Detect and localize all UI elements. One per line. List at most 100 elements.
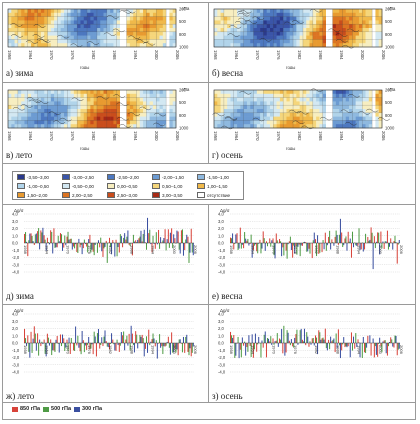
heatmap-cell: [21, 109, 25, 114]
heatmap-cell: [103, 97, 108, 102]
heatmap-cell: [50, 97, 55, 102]
heatmap-contour: [25, 40, 39, 44]
heatmap-cell: [352, 31, 356, 36]
heatmap-cell: [34, 109, 38, 114]
heatmap-cell: [47, 93, 52, 98]
heatmap-cell: [34, 39, 38, 44]
heatmap-cell: [279, 35, 284, 40]
heatmap-cell: [270, 105, 274, 110]
heatmap-cell: [40, 120, 45, 125]
heatmap-cell: [47, 16, 52, 21]
heatmap-cell: [237, 9, 241, 14]
bar: [383, 340, 385, 343]
heatmap-cell: [306, 97, 310, 102]
heatmap-cell: [14, 112, 19, 117]
heatmap-cell: [240, 101, 244, 106]
bar: [232, 233, 234, 243]
heatmap-cell: [70, 90, 75, 95]
bar: [78, 343, 80, 348]
heatmap-cell: [60, 43, 65, 48]
bar: [393, 343, 395, 348]
bar: [45, 343, 47, 357]
heatmap-cell: [73, 112, 78, 117]
heatmap-cell: [250, 28, 254, 33]
heatmap-cell: [133, 12, 137, 17]
heatmap-cell: [266, 97, 271, 102]
legend-swatch: [197, 174, 205, 180]
heatmap-cell: [355, 31, 360, 36]
heatmap-cell: [365, 97, 370, 102]
bar: [353, 336, 355, 343]
bar: [171, 228, 173, 243]
heatmap-cell: [378, 116, 383, 121]
heatmap-cell: [260, 20, 264, 25]
bar: [250, 343, 252, 357]
heatmap-cell: [260, 97, 264, 102]
heatmap-cell: [227, 24, 231, 29]
heatmap-cell: [77, 93, 81, 98]
heatmap-cell: [8, 16, 12, 21]
heatmap-cell: [283, 112, 287, 117]
heatmap-cell: [220, 24, 225, 29]
heatmap-cell: [362, 35, 366, 40]
heatmap-contour: [28, 99, 42, 104]
heatmap-cell: [365, 12, 370, 17]
heatmap-cell: [47, 101, 52, 106]
heatmap-cell: [116, 43, 121, 48]
bar: [311, 338, 313, 343]
heatmap-cell: [276, 109, 281, 114]
bar-y-tick: 3,0: [218, 219, 224, 224]
heatmap-cell: [260, 39, 264, 44]
heatmap-cell: [365, 20, 370, 25]
heatmap-cell: [299, 20, 304, 25]
bar: [167, 229, 169, 243]
bar: [97, 328, 99, 343]
heatmap-cell: [172, 35, 177, 40]
heatmap-cell: [355, 28, 360, 33]
heatmap-cell: [260, 124, 264, 129]
heatmap-cell: [100, 20, 104, 25]
bar: [41, 341, 43, 343]
bar: [153, 338, 155, 343]
heatmap-cell: [296, 109, 300, 114]
bar: [279, 338, 281, 343]
heatmap-cell: [64, 93, 68, 98]
heatmap-cell: [368, 124, 373, 129]
heatmap-cell: [133, 93, 137, 98]
heatmap-cell: [345, 12, 350, 17]
heatmap-cell: [273, 20, 277, 25]
heatmap-cell: [156, 93, 160, 98]
heatmap-x-tick: 1958: [7, 50, 12, 60]
heatmap-cell: [143, 28, 147, 33]
heatmap-cell: [57, 120, 62, 125]
bar: [96, 333, 98, 343]
heatmap-cell: [283, 101, 287, 106]
heatmap-cell: [44, 43, 48, 48]
bar-x-tick: 1982: [108, 345, 113, 355]
bar: [311, 243, 313, 259]
heatmap-x-title: годы: [80, 146, 89, 150]
heatmap-cell: [57, 9, 62, 14]
heatmap-cell: [106, 124, 111, 129]
heatmap-cell: [37, 120, 42, 125]
heatmap-cell: [266, 31, 271, 36]
bar: [53, 228, 55, 243]
heatmap-cell: [362, 90, 366, 95]
heatmap-cell: [60, 124, 65, 129]
heatmap-cell: [296, 39, 300, 44]
bar: [346, 343, 348, 348]
bar: [238, 243, 240, 249]
heatmap-cell: [332, 93, 337, 98]
bar: [326, 343, 328, 351]
heatmap-cell: [250, 31, 254, 36]
heatmap-cell: [126, 35, 131, 40]
legend-label: -2,50–2,00: [117, 174, 139, 180]
bar: [30, 331, 32, 343]
heatmap-cell: [237, 39, 241, 44]
heatmap-cell: [116, 101, 121, 106]
bar: [57, 343, 59, 344]
legend-item: -3,50–3,00: [17, 174, 49, 180]
heatmap-cell: [80, 105, 85, 110]
bar: [151, 243, 153, 253]
heatmap-cell: [136, 120, 141, 125]
